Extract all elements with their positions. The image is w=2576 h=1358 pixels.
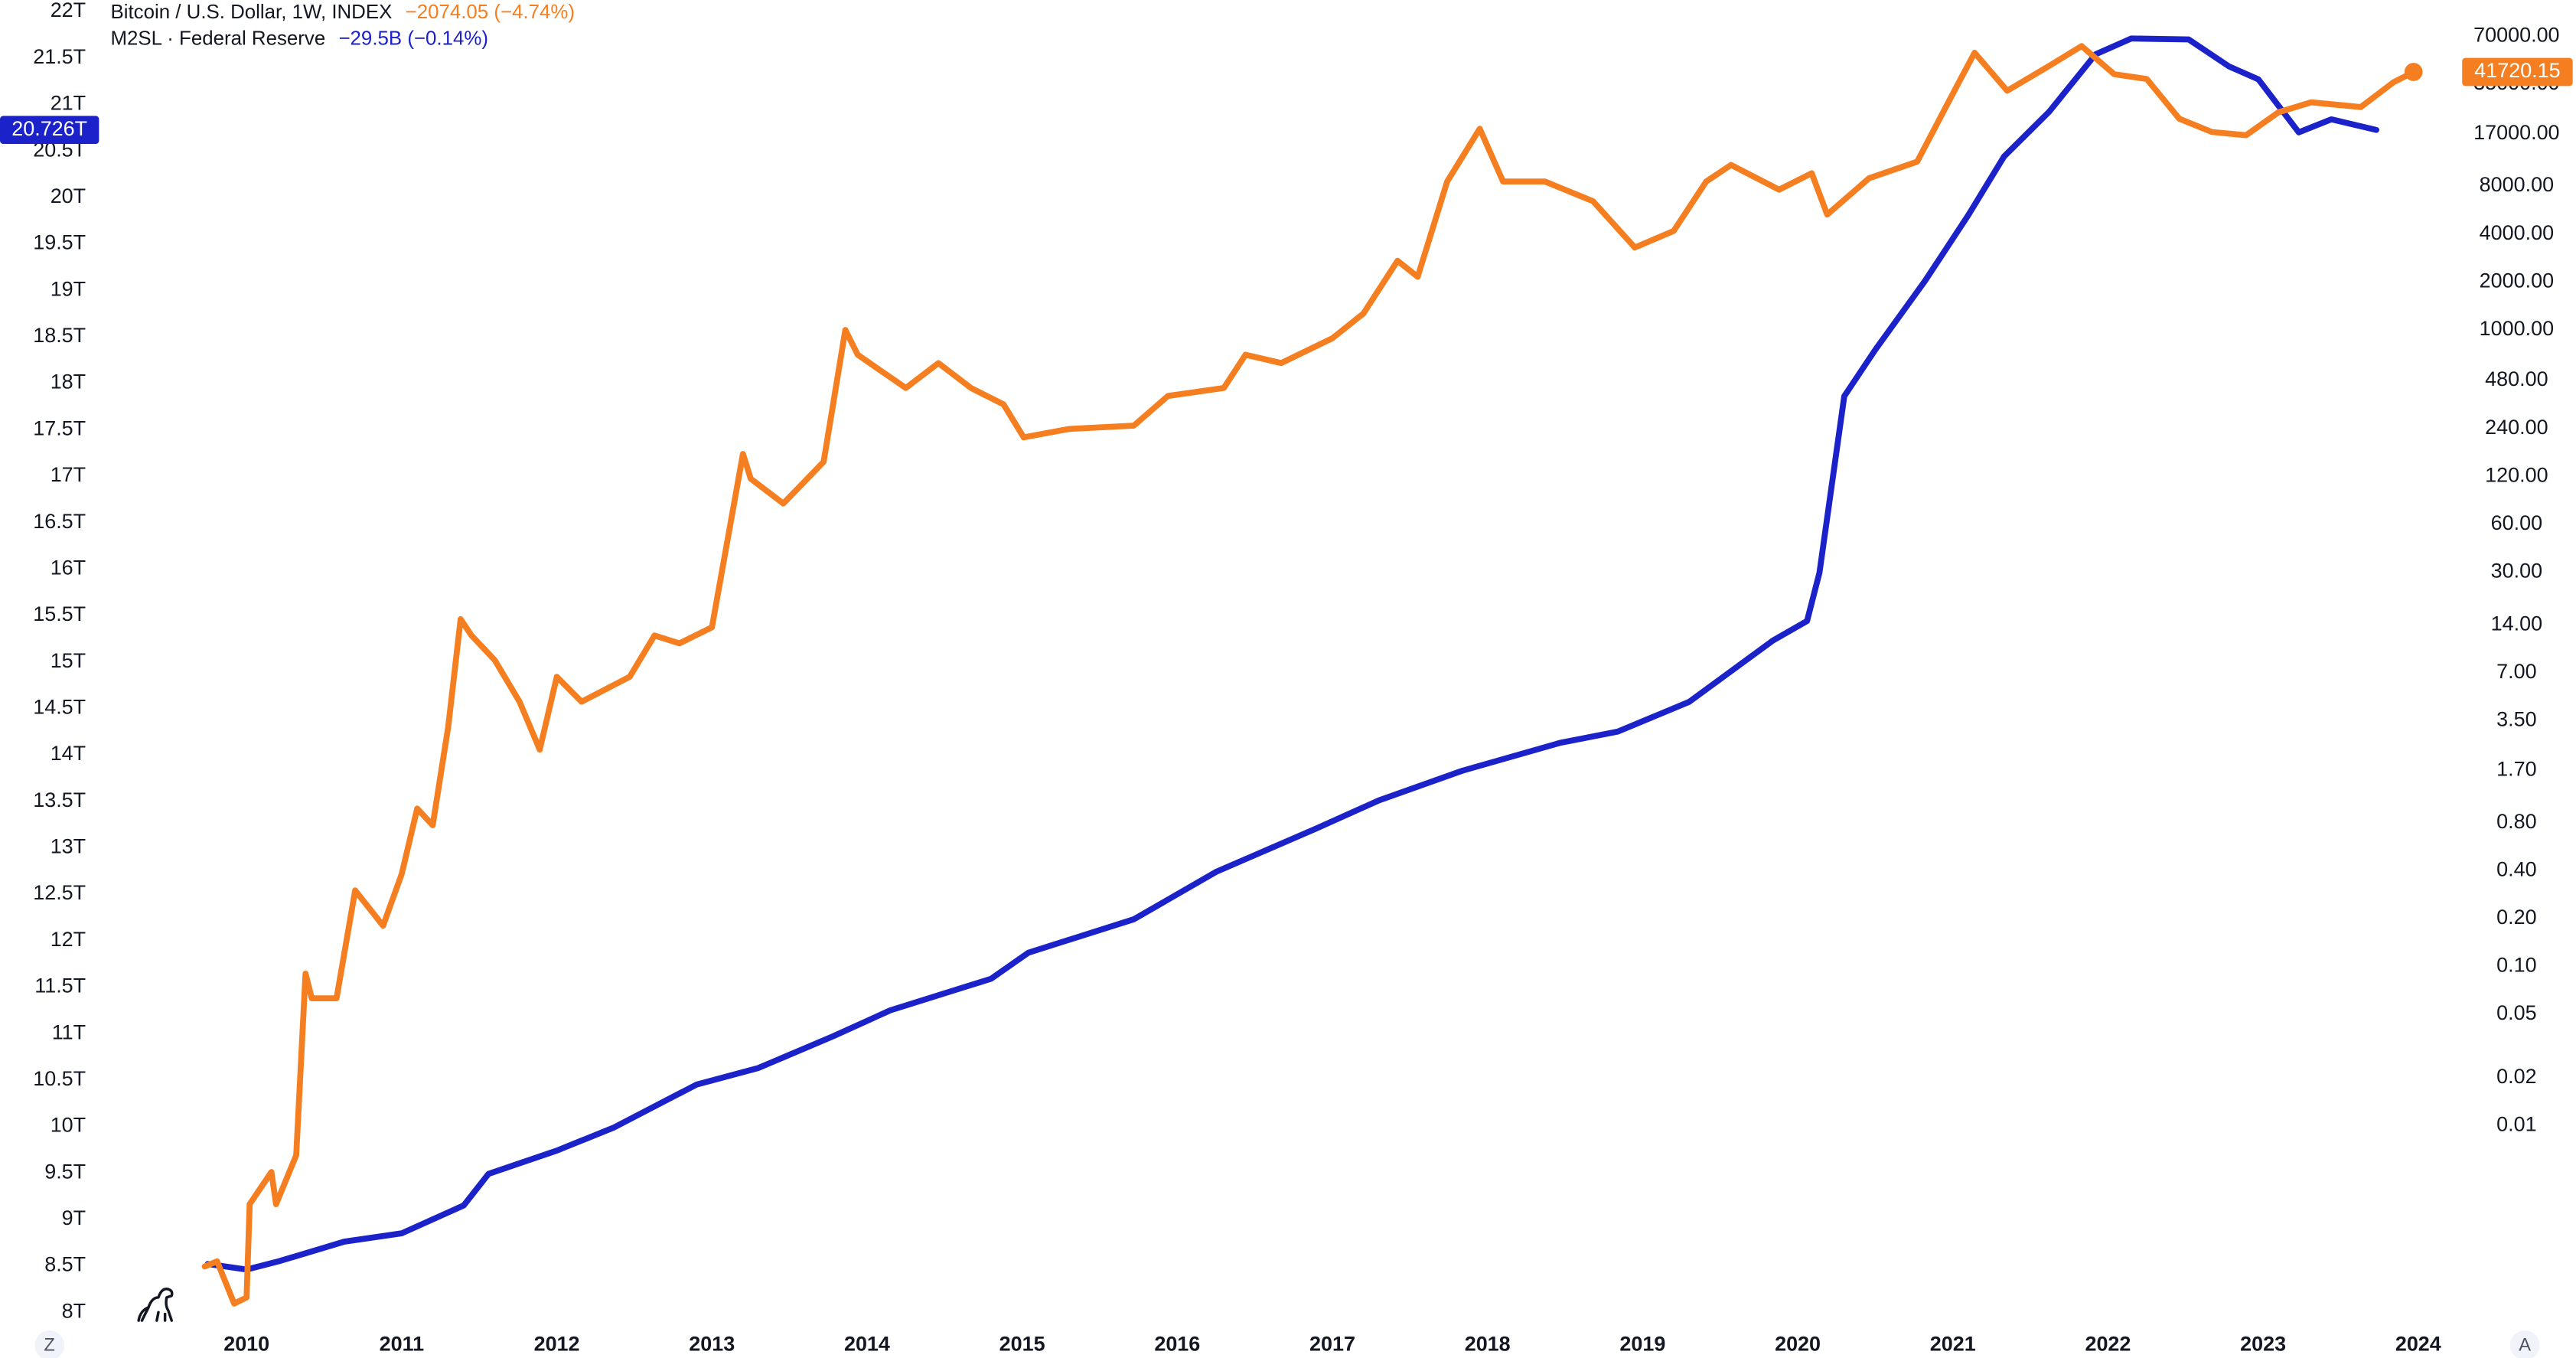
x-tick-label: 2024 [2395,1333,2441,1356]
y2-tick-label: 4000.00 [2480,221,2554,244]
series-line [204,35,2379,1273]
y-tick-label: 14.5T [33,695,86,718]
y2-tick-label: 0.20 [2496,906,2536,929]
y-tick-label: 15T [51,649,86,672]
y-tick-label: 15.5T [33,602,86,625]
x-tick-label: 2020 [1775,1333,1821,1356]
y-tick-label: 22T [51,0,86,21]
y2-tick-label: 0.02 [2496,1065,2536,1088]
x-tick-label: 2017 [1309,1333,1355,1356]
y-tick-label: 16T [51,556,86,579]
logo [137,1288,174,1322]
scale-button[interactable] [34,1330,65,1358]
price-tag [0,116,99,145]
y-tick-label: 10.5T [33,1067,86,1090]
y-tick-label: 9.5T [44,1160,86,1183]
y2-tick-label: 60.00 [2491,511,2542,534]
x-tick-label: 2015 [999,1333,1045,1356]
legend-name: Bitcoin / U.S. Dollar, 1W, INDEX [110,2,392,23]
y-tick-label: 9T [62,1206,86,1229]
y2-tick-label: 0.80 [2496,810,2536,833]
x-tick-label: 2023 [2240,1333,2286,1356]
y2-tick-label: 30.00 [2491,560,2542,583]
y-tick-label: 17.5T [33,416,86,439]
y-tick-label: 8T [62,1299,86,1322]
y2-tick-label: 480.00 [2485,367,2548,390]
y-tick-label: 14T [51,742,86,765]
y2-tick-label: 120.00 [2485,463,2548,486]
price-tag [2462,57,2573,87]
y-tick-label: 21T [51,92,86,115]
y-tick-label: 8.5T [44,1253,86,1276]
y-tick-label: 16.5T [33,510,86,533]
y-tick-label: 13.5T [33,788,86,811]
y2-tick-label: 0.10 [2496,953,2536,976]
y-tick-label: 10T [51,1114,86,1137]
y2-tick-label: 0.05 [2496,1001,2536,1024]
price-tag-label: 41720.15 [2474,59,2560,82]
y2-tick-label: 0.40 [2496,857,2536,880]
y-tick-label: 19T [51,277,86,300]
y2-tick-label: 7.00 [2496,660,2536,683]
y-tick-label: 21.5T [33,45,86,68]
y2-tick-label: 14.00 [2491,612,2542,635]
legend-change: −29.5B (−0.14%) [338,28,488,50]
x-tick-label: 2016 [1154,1333,1200,1356]
y2-tick-label: 3.50 [2496,708,2536,731]
y-tick-label: 11T [52,1020,86,1043]
y-tick-label: 17T [51,463,86,486]
price-tag-label: 20.726T [11,117,87,140]
x-tick-label: 2018 [1465,1333,1511,1356]
scale-button[interactable] [2509,1330,2540,1358]
x-tick-label: 2012 [534,1333,580,1356]
series-line [201,43,2417,1307]
plot-area [201,35,2423,1307]
y2-tick-label: 0.01 [2496,1112,2536,1135]
y2-tick-label: 1000.00 [2480,317,2554,340]
x-tick-label: 2011 [380,1333,424,1356]
y-tick-label: 11.5T [34,974,86,997]
x-tick-label: 2013 [689,1333,735,1356]
y-tick-label: 13T [51,835,86,858]
x-tick-label: 2021 [1930,1333,1976,1356]
x-tick-label: 2014 [844,1333,890,1356]
x-tick-label: 2022 [2085,1333,2131,1356]
y-tick-label: 20T [51,184,86,207]
y2-tick-label: 8000.00 [2480,173,2554,196]
y2-tick-label: 17000.00 [2473,121,2559,144]
y2-tick-label: 70000.00 [2473,23,2559,46]
y-tick-label: 18.5T [33,324,86,347]
x-tick-label: 2010 [223,1333,269,1356]
x-tick-label: 2019 [1619,1333,1665,1356]
scale-button-label[interactable]: A [2519,1336,2531,1356]
last-point [2404,63,2423,81]
y2-tick-label: 1.70 [2496,758,2536,781]
scale-button-label[interactable]: Z [44,1336,54,1356]
y-tick-label: 12.5T [33,881,86,904]
y-tick-label: 19.5T [33,231,86,254]
y-tick-label: 12T [51,928,86,951]
y2-tick-label: 240.00 [2485,416,2548,439]
legend-name: M2SL · Federal Reserve [110,28,325,50]
logo-icon [137,1288,174,1322]
y-tick-label: 18T [51,371,86,393]
y2-tick-label: 2000.00 [2480,269,2554,292]
legend-change: −2074.05 (−4.74%) [406,2,575,23]
